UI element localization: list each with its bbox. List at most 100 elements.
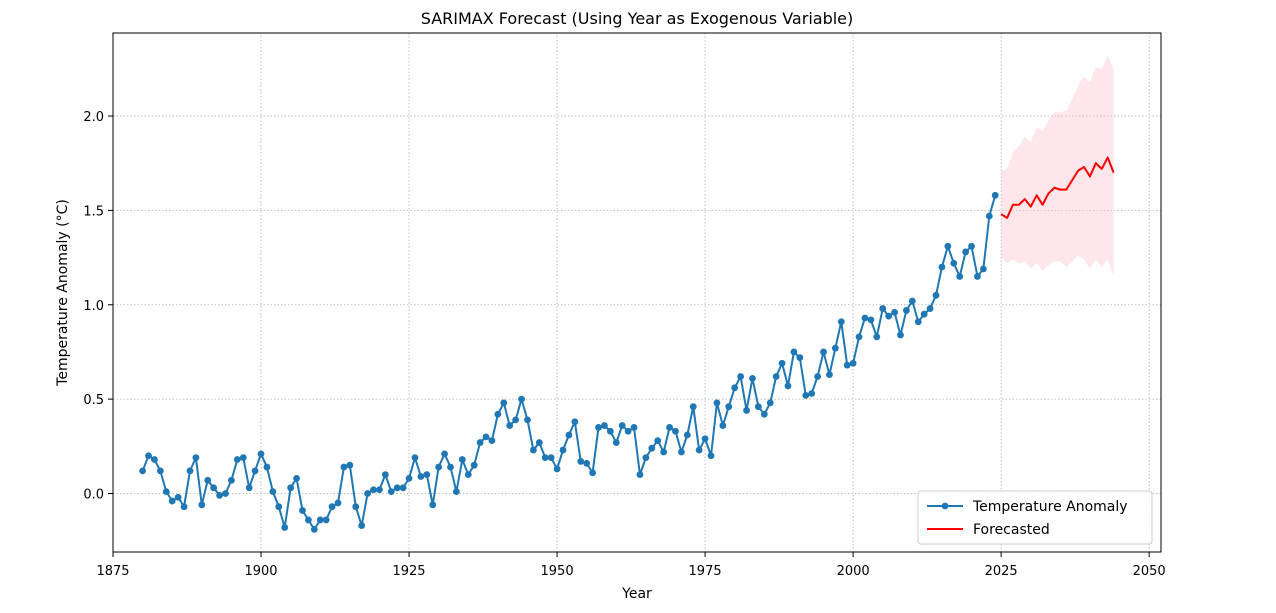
data-point bbox=[820, 348, 827, 356]
series-line bbox=[1000, 156, 1115, 219]
y-tick-label: 0.5 bbox=[83, 393, 104, 408]
data-point bbox=[571, 418, 579, 426]
data-point bbox=[529, 446, 537, 454]
data-point bbox=[873, 333, 881, 341]
data-point bbox=[222, 490, 229, 497]
data-point bbox=[595, 424, 602, 431]
data-point bbox=[920, 310, 928, 318]
chart-title: SARIMAX Forecast (Using Year as Exogenou… bbox=[421, 9, 854, 28]
y-axis-label: Temperature Anomaly (°C) bbox=[55, 199, 71, 387]
data-point bbox=[263, 463, 271, 471]
data-point bbox=[601, 422, 608, 429]
data-point bbox=[322, 516, 330, 524]
data-point bbox=[642, 454, 650, 462]
data-point bbox=[192, 454, 200, 462]
data-point bbox=[903, 307, 910, 314]
data-point bbox=[950, 259, 958, 267]
data-point bbox=[618, 422, 626, 429]
data-point bbox=[269, 488, 277, 496]
data-point bbox=[287, 484, 295, 492]
data-point bbox=[606, 427, 614, 435]
data-point bbox=[784, 382, 792, 390]
data-point bbox=[719, 422, 727, 429]
data-point bbox=[334, 499, 342, 507]
data-point bbox=[500, 399, 508, 407]
legend-box bbox=[917, 490, 1153, 545]
data-point bbox=[855, 333, 863, 341]
data-point bbox=[932, 291, 940, 299]
data-point bbox=[470, 461, 478, 469]
data-point bbox=[577, 458, 585, 465]
x-tick-label: 2050 bbox=[1133, 564, 1166, 579]
data-point bbox=[612, 439, 620, 446]
data-point bbox=[861, 314, 869, 322]
data-point bbox=[310, 525, 318, 533]
data-point bbox=[464, 471, 472, 479]
legend-label: Forecasted bbox=[973, 522, 1050, 538]
data-point bbox=[233, 456, 241, 463]
legend-item: Temperature Anomaly bbox=[927, 499, 1128, 515]
data-point bbox=[304, 516, 312, 524]
data-point bbox=[956, 273, 964, 280]
plot-frame bbox=[112, 32, 1162, 553]
data-point bbox=[174, 493, 182, 501]
forecast-confidence-band bbox=[1001, 55, 1114, 277]
data-point bbox=[683, 431, 691, 439]
data-point bbox=[731, 384, 739, 392]
data-point bbox=[559, 446, 567, 454]
data-point bbox=[352, 503, 360, 511]
data-point bbox=[666, 424, 673, 431]
data-point bbox=[139, 467, 147, 475]
data-point bbox=[447, 463, 454, 471]
data-point bbox=[974, 273, 981, 280]
y-tick-label: 2.0 bbox=[83, 110, 104, 125]
data-point bbox=[364, 490, 371, 497]
x-tick-label: 2025 bbox=[985, 564, 1018, 579]
legend-marker bbox=[941, 502, 949, 510]
data-point bbox=[565, 431, 573, 439]
data-point bbox=[553, 465, 561, 473]
data-point bbox=[938, 263, 946, 271]
data-point bbox=[648, 444, 656, 452]
y-axis-ticks: 0.0 0.5 1.0 1.5 2.0 bbox=[83, 110, 113, 502]
data-point bbox=[814, 373, 821, 380]
data-point bbox=[535, 439, 543, 446]
x-tick-label: 1925 bbox=[392, 564, 425, 579]
data-point bbox=[979, 265, 987, 273]
data-point bbox=[914, 318, 922, 326]
data-point bbox=[678, 448, 685, 456]
data-point bbox=[837, 318, 845, 326]
x-tick-label: 1975 bbox=[689, 564, 722, 579]
data-point bbox=[370, 486, 377, 494]
data-point bbox=[453, 488, 460, 496]
data-point bbox=[749, 374, 756, 382]
data-point bbox=[701, 435, 709, 443]
data-point bbox=[316, 516, 324, 524]
x-tick-label: 1900 bbox=[244, 564, 277, 579]
data-point bbox=[926, 305, 934, 312]
data-point bbox=[328, 503, 336, 511]
data-point bbox=[151, 456, 158, 463]
data-point bbox=[725, 403, 733, 411]
data-point bbox=[660, 448, 668, 456]
data-point bbox=[275, 503, 283, 511]
data-point bbox=[968, 242, 975, 250]
data-point bbox=[790, 348, 798, 356]
data-point bbox=[399, 484, 407, 492]
series-forecasted bbox=[1000, 156, 1115, 219]
data-point bbox=[245, 484, 253, 492]
data-point bbox=[689, 403, 697, 411]
data-point bbox=[766, 399, 774, 407]
data-point bbox=[506, 422, 514, 429]
data-point bbox=[879, 305, 887, 312]
data-point bbox=[381, 471, 389, 479]
data-point bbox=[695, 446, 703, 454]
data-point bbox=[962, 248, 970, 256]
data-point bbox=[293, 474, 300, 482]
data-point bbox=[257, 450, 265, 458]
data-point bbox=[299, 507, 306, 514]
y-tick-label: 0.0 bbox=[83, 487, 104, 502]
legend-label: Temperature Anomaly bbox=[972, 499, 1128, 515]
data-point bbox=[358, 522, 366, 529]
